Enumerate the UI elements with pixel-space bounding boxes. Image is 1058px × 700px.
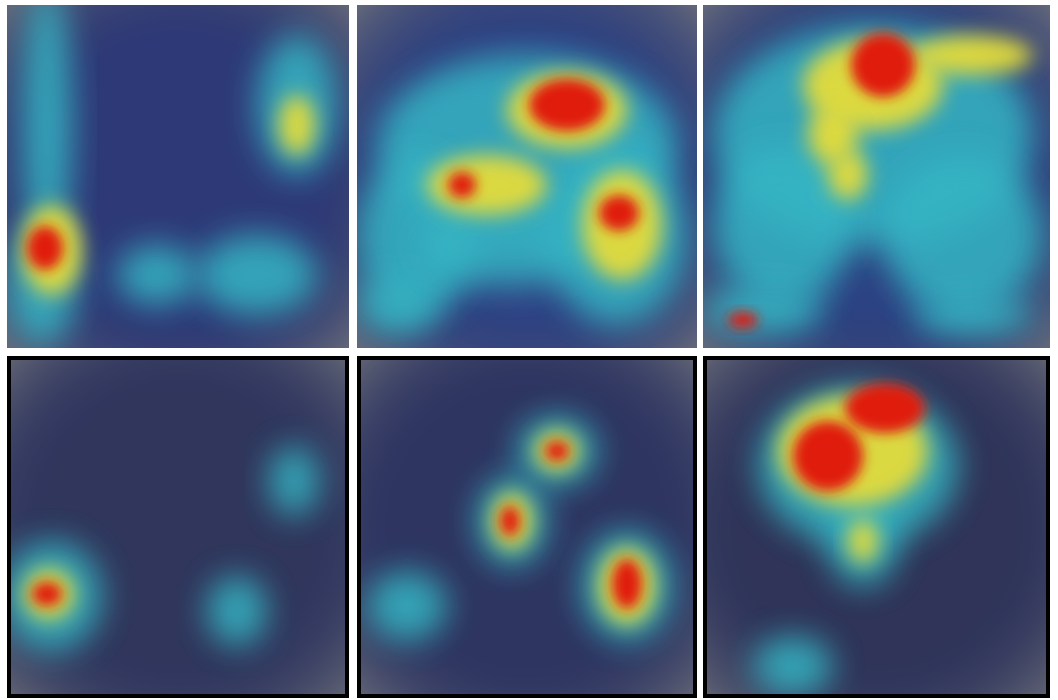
heatmap-panel: [357, 356, 697, 698]
heat-red: [845, 383, 925, 433]
panel-content: [703, 356, 1050, 698]
heatmap-panel: [7, 5, 349, 348]
heat-red: [599, 195, 639, 231]
heat-red: [612, 559, 642, 609]
heat-red: [32, 582, 62, 606]
panel-content: [357, 356, 697, 698]
heat-cyan: [207, 576, 267, 646]
panel-content: [7, 356, 349, 698]
heat-cyan: [117, 245, 197, 305]
heat-cyan: [22, 5, 72, 265]
heat-red: [529, 79, 605, 131]
panel-content: [357, 5, 697, 348]
heat-cyan: [753, 636, 833, 696]
heat-cyan: [713, 145, 853, 305]
panel-border: [357, 356, 697, 698]
heat-cyan: [703, 285, 823, 335]
heatmap-panel: [703, 356, 1050, 698]
panel-border: [7, 356, 349, 698]
panel-border: [703, 356, 1050, 698]
heat-yellow: [427, 155, 547, 215]
heat-red: [728, 312, 758, 328]
heat-yellow: [808, 105, 858, 165]
heat-cyan: [269, 446, 319, 516]
panel-content: [703, 5, 1050, 348]
heat-cyan: [357, 275, 437, 335]
heat-cyan: [197, 235, 317, 315]
heat-red: [851, 33, 915, 97]
heat-yellow: [279, 95, 315, 155]
heatmap-panel: [703, 5, 1050, 348]
heat-yellow: [913, 35, 1033, 75]
heat-red: [448, 172, 476, 198]
heat-red: [793, 421, 863, 491]
heat-cyan: [417, 205, 597, 285]
heatmap-panel: [7, 356, 349, 698]
heat-yellow: [828, 150, 868, 200]
heat-red: [27, 226, 63, 270]
heat-cyan: [367, 571, 447, 641]
heatmap-panel: [357, 5, 697, 348]
heat-red: [500, 506, 520, 536]
heat-cyan: [913, 295, 1033, 335]
panel-content: [7, 5, 349, 348]
heat-red: [545, 441, 569, 461]
heat-cyan: [883, 155, 1043, 315]
heat-yellow: [848, 519, 878, 563]
